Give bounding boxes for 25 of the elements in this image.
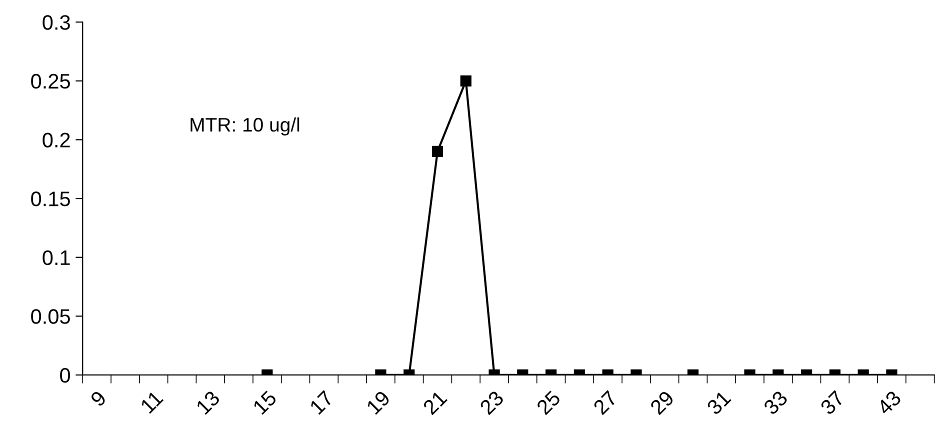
x-tick-label: 9 bbox=[90, 390, 107, 408]
x-tick-label: 43 bbox=[876, 390, 902, 416]
point bbox=[432, 146, 444, 158]
point bbox=[460, 75, 472, 86]
x-tick-label: 31 bbox=[706, 390, 732, 416]
x-tick-label: 29 bbox=[649, 390, 675, 416]
x-tick-label: 23 bbox=[479, 390, 504, 416]
x-tick-label: 11 bbox=[140, 390, 164, 414]
x-tick-label: 33 bbox=[762, 390, 788, 416]
x-tick-label: 17 bbox=[309, 390, 334, 415]
y-tick-label: 0.25 bbox=[31, 74, 70, 89]
y-tick-label: 0 bbox=[60, 368, 70, 383]
x-tick-label: 13 bbox=[196, 390, 221, 415]
x-tick-label: 37 bbox=[820, 390, 846, 416]
y-tick-label: 0.2 bbox=[42, 132, 70, 148]
y-tick-label: 0.3 bbox=[42, 15, 70, 30]
x-tick-label: 15 bbox=[252, 390, 278, 415]
y-tick-label: 0.1 bbox=[42, 250, 70, 266]
x-tick-label: 25 bbox=[536, 390, 562, 416]
x-tick-label: 21 bbox=[422, 390, 448, 416]
x-tick-label: 19 bbox=[366, 390, 391, 415]
y-tick-label: 0.05 bbox=[31, 309, 70, 324]
y-tick-label: 0.15 bbox=[31, 192, 70, 206]
x-tick-label: 27 bbox=[592, 390, 618, 416]
annotation: MTR: 10 ug/l bbox=[190, 117, 300, 136]
